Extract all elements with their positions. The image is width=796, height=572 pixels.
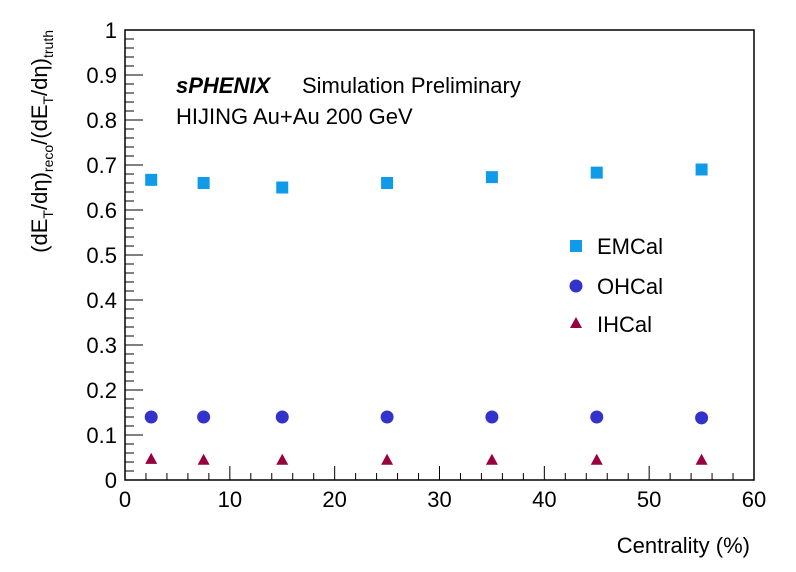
ihcal-point: [590, 453, 603, 465]
ohcal-point: [590, 410, 604, 424]
x-tick-label: 60: [742, 487, 766, 512]
emcal-point: [485, 171, 498, 184]
x-tick-label: 20: [322, 487, 346, 512]
legend-marker-emcal: [570, 240, 582, 252]
y-label-part-2: /dη): [27, 172, 52, 210]
ticks-layer: 0 10 20 30 40 50 60 0 0.1 0.2 0.3 0.4 0.5 0.6 0.7 0.8 0.…: [86, 18, 766, 512]
ihcal-point: [485, 453, 498, 465]
ohcal-point: [197, 410, 211, 424]
y-tick-label: 0.4: [86, 288, 117, 313]
x-tick-label: 30: [427, 487, 451, 512]
y-label-part-3: /(dE: [27, 105, 52, 145]
legend-label-ihcal: IHCal: [597, 312, 652, 337]
annotation-sample: HIJING Au+Au 200 GeV: [176, 104, 413, 129]
y-label-sub-4: truth: [40, 30, 56, 58]
y-label-sub-2: reco: [40, 145, 56, 172]
ohcal-point: [485, 410, 499, 424]
y-tick-label: 0: [105, 468, 117, 493]
legend-label-ohcal: OHCal: [597, 274, 663, 299]
x-tick-label: 0: [119, 487, 131, 512]
annotation-status: Simulation Preliminary: [302, 73, 521, 98]
y-axis-label: (dET/dη)reco/(dET/dη)truth: [27, 30, 56, 253]
y-tick-label: 0.2: [86, 378, 117, 403]
ohcal-point: [380, 410, 394, 424]
y-tick-label: 1: [105, 18, 117, 43]
y-tick-label: 0.7: [86, 153, 117, 178]
emcal-point: [197, 177, 210, 189]
x-tick-label: 50: [637, 487, 661, 512]
y-tick-label: 0.9: [86, 63, 117, 88]
legend-marker-ihcal: [570, 317, 582, 328]
legend: EMCal OHCal IHCal: [569, 234, 663, 337]
ohcal-point: [695, 411, 709, 425]
y-tick-label: 0.1: [86, 423, 117, 448]
x-tick-label: 40: [532, 487, 556, 512]
y-tick-label: 0.6: [86, 198, 117, 223]
y-tick-label: 0.5: [86, 243, 117, 268]
emcal-point: [145, 173, 158, 186]
marks-layer: [144, 163, 709, 465]
ihcal-point: [197, 453, 210, 465]
emcal-point: [276, 181, 289, 194]
x-axis-label: Centrality (%): [617, 533, 750, 558]
emcal-point: [695, 163, 708, 176]
y-tick-label: 0.8: [86, 108, 117, 133]
x-tick-label: 10: [218, 487, 242, 512]
ihcal-point: [695, 453, 708, 465]
ohcal-point: [275, 410, 289, 424]
emcal-point: [381, 177, 394, 189]
y-label-part-1: (dE: [27, 219, 52, 253]
legend-label-emcal: EMCal: [597, 234, 663, 259]
ohcal-point: [144, 410, 158, 424]
ihcal-point: [381, 453, 394, 465]
ihcal-point: [276, 453, 289, 465]
ihcal-point: [145, 452, 158, 464]
y-label-sub-3: T: [40, 96, 56, 105]
annotation-experiment: sPHENIX: [176, 73, 271, 98]
y-label-sub-1: T: [40, 210, 56, 219]
y-label-part-4: /dη): [27, 58, 52, 96]
emcal-point: [590, 166, 603, 179]
y-tick-label: 0.3: [86, 333, 117, 358]
legend-marker-ohcal: [569, 279, 583, 293]
